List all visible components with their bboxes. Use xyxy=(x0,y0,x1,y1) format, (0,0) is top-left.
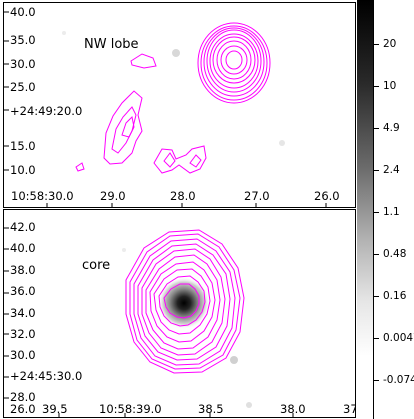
dec-tick-label: 32.0 xyxy=(10,327,36,341)
noise-blob xyxy=(62,31,66,35)
noise-blob xyxy=(172,49,180,57)
colorbar-label: -0.074 xyxy=(383,374,414,386)
colorbar-label: 2.4 xyxy=(383,164,400,176)
core-contours xyxy=(125,229,245,374)
noise-blob xyxy=(279,140,285,146)
colorbar-tick xyxy=(374,128,379,129)
colorbar-tick xyxy=(374,86,379,87)
colorbar-tick xyxy=(374,170,379,171)
dec-tick-label: 15.0 xyxy=(10,139,36,153)
colorbar-tick xyxy=(374,380,379,381)
colorbar-label: 0.16 xyxy=(383,290,407,302)
dec-tick-label: 30.0 xyxy=(10,348,36,362)
nw-lobe-contours xyxy=(197,22,271,104)
colorbar-label: 1.1 xyxy=(383,206,400,218)
dec-tick-label: 30.0 xyxy=(10,57,36,71)
dec-tick-label: 26.0 xyxy=(10,402,36,416)
ra-tick-label: 37 xyxy=(343,402,355,416)
colorbar-tick xyxy=(374,254,379,255)
colorbar-label: 20 xyxy=(383,38,397,50)
colorbar-tick xyxy=(374,296,379,297)
ra-tick-label: 27.0 xyxy=(244,189,270,203)
dec-tick-label: 42.0 xyxy=(10,220,36,234)
ra-tick-label: 10:58:39.0 xyxy=(99,402,162,416)
dec-tick-label: 10.0 xyxy=(10,163,36,177)
noise-blob xyxy=(122,248,126,252)
colorbar-tick xyxy=(374,44,379,45)
dec-tick-label: 36.0 xyxy=(10,284,36,298)
dec-tick-label: +24:49:20.0 xyxy=(10,104,83,118)
ra-tick-label: 29.0 xyxy=(100,189,126,203)
dec-tick-label: 25.0 xyxy=(10,80,36,94)
colorbar-tick xyxy=(374,212,379,213)
colorbar-gradient xyxy=(357,0,374,419)
colorbar-label: 10 xyxy=(383,80,397,92)
bottom-axis-ticks xyxy=(4,227,294,417)
colorbar-label: 4.9 xyxy=(383,122,400,134)
dec-tick-label: 40.0 xyxy=(10,241,36,255)
intensity-colorbar: 20 10 4.9 2.4 1.1 0.48 0.16 0.0047 -0.07… xyxy=(356,0,414,419)
core-panel: core 42.0 40.0 38.0 36.0 34.0 32.0 30.0 … xyxy=(3,209,356,418)
colorbar-label: 0.48 xyxy=(383,248,407,260)
dec-tick-label: 40.0 xyxy=(10,5,36,19)
nw-lobe-panel: NW lobe 40.0 35.0 30.0 25.0 +24:49:20.0 … xyxy=(3,2,356,208)
colorbar-tick xyxy=(374,338,379,339)
panel-label-nw-lobe: NW lobe xyxy=(84,37,139,52)
noise-blob xyxy=(230,356,238,364)
core-image xyxy=(4,227,294,417)
dec-tick-label: 34.0 xyxy=(10,306,36,320)
nw-lobe-image xyxy=(4,11,327,207)
ra-tick-label: 26.0 xyxy=(314,189,340,203)
dec-tick-label: 28.0 xyxy=(10,390,36,404)
dec-tick-label: +24:45:30.0 xyxy=(10,369,83,383)
dec-tick-label: 38.0 xyxy=(10,263,36,277)
ra-tick-label: 39.5 xyxy=(42,402,68,416)
dec-tick-label: 35.0 xyxy=(10,33,36,47)
ra-tick-label: 28.0 xyxy=(170,189,196,203)
faint-emission-contours xyxy=(75,53,207,174)
noise-blob xyxy=(246,402,252,408)
top-axis-ticks xyxy=(4,11,327,207)
ra-tick-label: 38.5 xyxy=(198,402,224,416)
ra-tick-label: 38.0 xyxy=(280,402,306,416)
colorbar-label: 0.0047 xyxy=(383,332,414,344)
panel-label-core: core xyxy=(82,258,111,273)
ra-tick-label: 10:58:30.0 xyxy=(11,189,74,203)
core-emission xyxy=(158,277,210,329)
